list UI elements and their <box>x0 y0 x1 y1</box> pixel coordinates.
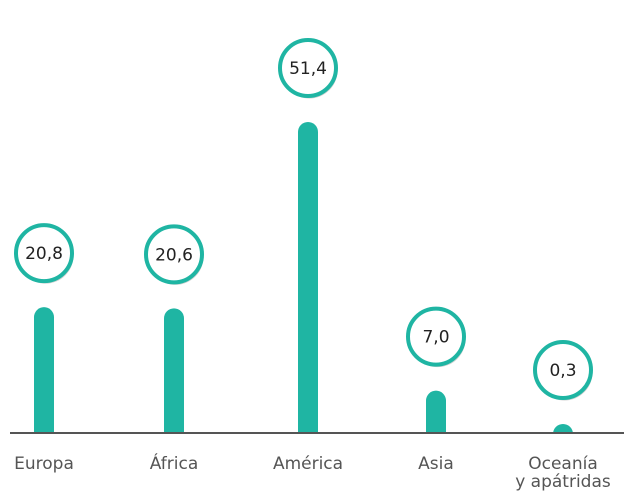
bar-1 <box>164 308 184 433</box>
x-tick-label-line: Oceanía <box>528 454 598 474</box>
x-tick-label-line: y apátridas <box>515 472 611 492</box>
data-label-0: 20,8 <box>25 244 63 264</box>
bar-2 <box>298 122 318 433</box>
bar-3 <box>426 390 446 433</box>
x-tick-label-3: Asia <box>366 455 506 473</box>
x-tick-label-4: Oceanía y apátridas <box>493 455 624 491</box>
x-tick-label-0: Europa <box>0 455 114 473</box>
x-tick-label-line: América <box>272 454 344 474</box>
x-tick-label-1: África <box>104 455 244 473</box>
value-bubble-2 <box>278 38 338 98</box>
bar-4 <box>553 424 573 434</box>
bar-0 <box>34 307 54 433</box>
value-bubble-1 <box>144 224 204 285</box>
data-label-3: 7,0 <box>422 328 449 348</box>
data-label-1: 20,6 <box>155 245 193 265</box>
value-bubble-4 <box>533 340 593 400</box>
x-tick-label-line: África <box>149 454 199 474</box>
data-label-4: 0,3 <box>549 361 576 381</box>
x-tick-label-line: Asia <box>418 454 454 474</box>
x-tick-label-2: América <box>238 455 378 473</box>
value-bubble-0 <box>14 223 74 284</box>
value-bubble-3 <box>406 306 466 367</box>
data-label-2: 51,4 <box>289 59 327 79</box>
x-tick-label-line: Europa <box>14 454 74 474</box>
